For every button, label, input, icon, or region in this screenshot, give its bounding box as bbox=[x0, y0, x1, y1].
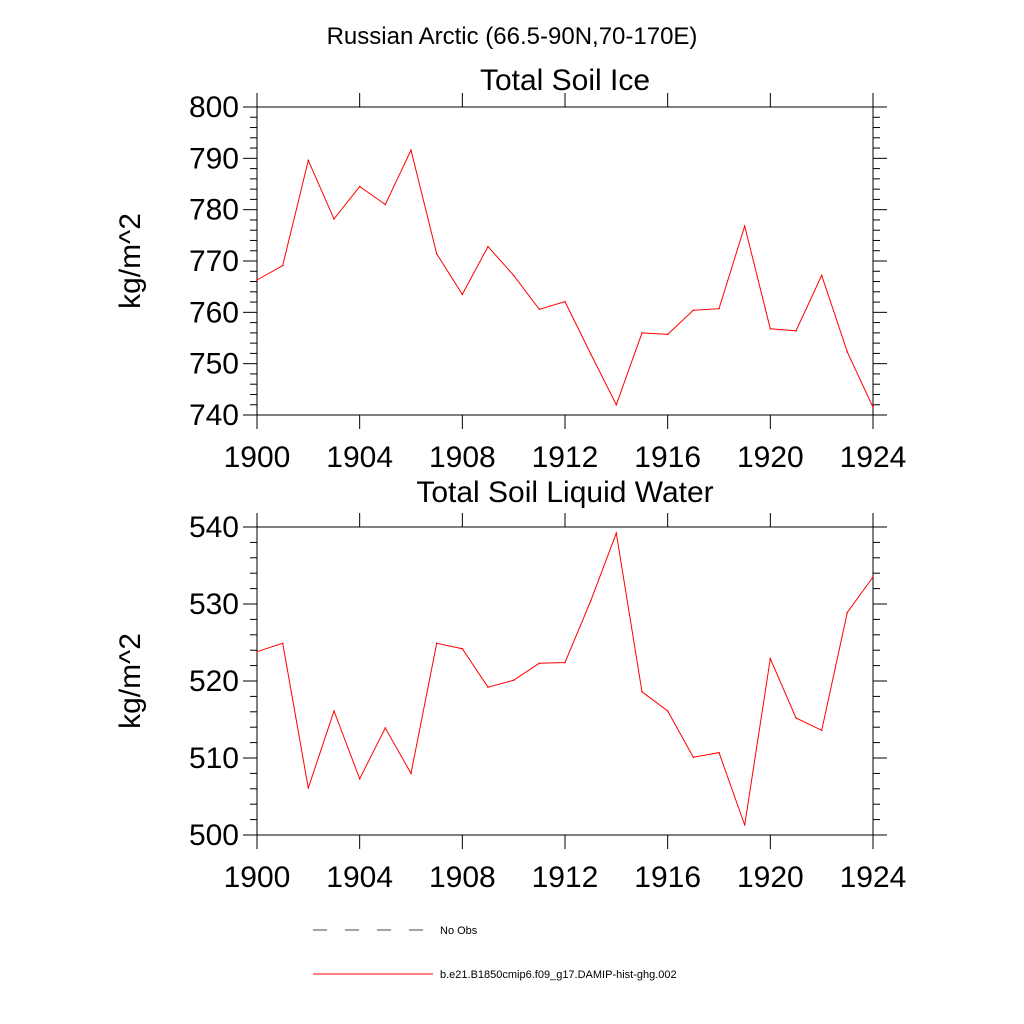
data-point bbox=[666, 710, 669, 712]
data-point bbox=[281, 264, 284, 267]
legend: No Obs b.e21.B1850cmip6.f09_g17.DAMIP-his… bbox=[313, 925, 677, 981]
y-tick-label: 800 bbox=[189, 91, 239, 124]
data-point bbox=[589, 353, 592, 355]
data-point bbox=[666, 333, 669, 336]
data-point bbox=[410, 772, 412, 775]
data-point bbox=[512, 274, 515, 277]
data-point bbox=[564, 661, 566, 664]
x-tick-label: 1920 bbox=[737, 861, 804, 894]
legend-label: b.e21.B1850cmip6.f09_g17.DAMIP-hist-ghg.… bbox=[440, 969, 677, 981]
data-point bbox=[795, 717, 797, 719]
x-tick-label: 1912 bbox=[532, 441, 599, 474]
y-tick-label: 740 bbox=[189, 399, 239, 432]
y-tick-label: 750 bbox=[189, 348, 239, 381]
x-tick-label: 1900 bbox=[224, 441, 291, 474]
data-point bbox=[846, 351, 849, 353]
y-axis-label: kg/m^2 bbox=[114, 213, 147, 309]
y-tick-label: 540 bbox=[189, 511, 239, 544]
data-point bbox=[256, 279, 258, 281]
panel-total-soil-liquid-water: Total Soil Liquid Water kg/m^2 1900 1904 190… bbox=[114, 476, 906, 894]
x-tick-label: 1912 bbox=[532, 861, 599, 894]
x-tick-label: 1924 bbox=[840, 861, 907, 894]
data-point bbox=[718, 307, 720, 310]
x-tick-label: 1908 bbox=[429, 441, 496, 474]
data-point bbox=[307, 787, 310, 789]
data-point bbox=[743, 824, 746, 826]
y-axis-label: kg/m^2 bbox=[114, 633, 147, 729]
data-point bbox=[358, 777, 361, 780]
x-tick-label: 1908 bbox=[429, 861, 496, 894]
plot-frame bbox=[256, 106, 874, 416]
y-tick-label: 510 bbox=[189, 742, 239, 775]
x-tick-label: 1916 bbox=[634, 861, 701, 894]
data-point bbox=[820, 274, 823, 277]
data-point bbox=[435, 642, 438, 645]
data-point bbox=[564, 300, 566, 303]
data-point bbox=[333, 710, 335, 712]
data-point bbox=[743, 225, 746, 227]
data-point bbox=[795, 330, 797, 332]
data-point bbox=[615, 532, 618, 534]
data-point bbox=[615, 403, 618, 406]
data-point bbox=[692, 309, 695, 312]
panel-total-soil-ice: Total Soil Ice kg/m^2 1900 1904 1908 1912 1916… bbox=[114, 64, 906, 474]
series-line bbox=[256, 148, 874, 408]
y-tick-label: 780 bbox=[189, 194, 239, 227]
data-point bbox=[872, 576, 874, 578]
data-point bbox=[333, 218, 335, 220]
data-point bbox=[769, 327, 772, 330]
figure-suptitle: Russian Arctic (66.5-90N,70-170E) bbox=[327, 23, 698, 50]
series-line bbox=[256, 531, 874, 826]
data-point bbox=[641, 690, 643, 693]
data-point bbox=[692, 756, 695, 759]
data-point bbox=[281, 642, 284, 645]
data-point bbox=[641, 332, 643, 334]
y-tick-label: 770 bbox=[189, 245, 239, 278]
data-point bbox=[872, 406, 874, 409]
data-point bbox=[512, 679, 515, 682]
x-tick-label: 1916 bbox=[634, 441, 701, 474]
data-point bbox=[256, 650, 258, 653]
y-tick-label: 760 bbox=[189, 296, 239, 329]
panel-title: Total Soil Liquid Water bbox=[416, 476, 713, 509]
data-point bbox=[410, 149, 412, 151]
y-tick-label: 530 bbox=[189, 588, 239, 621]
x-tick-label: 1924 bbox=[840, 441, 907, 474]
y-tick-label: 520 bbox=[189, 665, 239, 698]
data-point bbox=[461, 293, 464, 296]
data-point bbox=[384, 203, 387, 206]
x-tick-label: 1900 bbox=[224, 861, 291, 894]
x-tick-label: 1904 bbox=[326, 861, 393, 894]
data-point bbox=[487, 245, 489, 248]
legend-label: No Obs bbox=[440, 925, 478, 937]
data-point bbox=[358, 185, 361, 188]
y-tick-label: 790 bbox=[189, 142, 239, 175]
panel-title: Total Soil Ice bbox=[480, 64, 650, 97]
data-point bbox=[846, 611, 849, 614]
y-tick-label: 500 bbox=[189, 819, 239, 852]
data-point bbox=[307, 159, 310, 162]
data-point bbox=[384, 727, 387, 729]
data-point bbox=[538, 662, 541, 665]
data-point bbox=[589, 600, 592, 602]
data-point bbox=[718, 751, 720, 754]
x-tick-label: 1904 bbox=[326, 441, 393, 474]
data-point bbox=[487, 686, 489, 688]
data-point bbox=[769, 657, 772, 660]
x-tick-label: 1920 bbox=[737, 441, 804, 474]
data-point bbox=[538, 308, 541, 311]
data-point bbox=[435, 253, 438, 255]
data-point bbox=[461, 647, 464, 650]
plot-frame bbox=[256, 526, 874, 836]
data-point bbox=[820, 729, 823, 732]
